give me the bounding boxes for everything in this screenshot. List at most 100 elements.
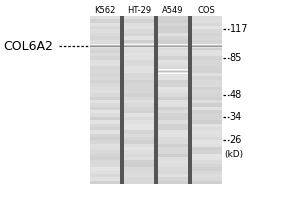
Text: 85: 85 <box>230 53 242 63</box>
Bar <box>192 144 222 147</box>
Text: HT-29: HT-29 <box>127 6 151 15</box>
Text: (kD): (kD) <box>224 150 244 159</box>
Bar <box>90 26 120 29</box>
Bar <box>158 150 188 154</box>
Bar <box>90 171 120 174</box>
Bar <box>90 80 120 83</box>
Bar <box>158 154 188 157</box>
Bar <box>124 144 154 147</box>
Bar <box>124 73 154 76</box>
Bar <box>90 174 120 177</box>
Bar <box>158 103 188 107</box>
Bar <box>90 93 120 97</box>
Bar <box>124 157 154 160</box>
Bar <box>192 66 222 70</box>
Bar <box>124 70 154 73</box>
Bar <box>90 110 120 113</box>
Bar <box>124 47 154 48</box>
Bar <box>124 26 154 29</box>
Bar <box>158 171 188 174</box>
Bar <box>192 140 222 144</box>
Bar <box>158 80 188 83</box>
Bar <box>90 103 120 107</box>
Bar <box>90 70 120 73</box>
Bar <box>158 46 188 50</box>
Bar <box>158 137 188 140</box>
Bar <box>90 90 120 93</box>
Bar <box>192 171 222 174</box>
Bar <box>192 97 222 100</box>
Bar <box>90 160 120 164</box>
Bar <box>192 53 222 56</box>
Bar <box>192 167 222 171</box>
Text: 117: 117 <box>230 24 248 34</box>
Bar <box>90 19 120 23</box>
Text: COS: COS <box>198 6 216 15</box>
Bar <box>192 45 222 46</box>
Bar <box>192 113 222 117</box>
Bar <box>90 73 120 76</box>
Bar <box>158 43 188 46</box>
Bar <box>124 46 154 47</box>
Bar <box>90 46 120 50</box>
Bar <box>90 53 120 56</box>
Bar <box>124 23 154 26</box>
Text: A549: A549 <box>162 6 184 15</box>
Text: COL6A2: COL6A2 <box>3 40 53 53</box>
Bar <box>90 36 120 40</box>
Bar <box>158 16 188 184</box>
Bar <box>90 147 120 150</box>
Bar <box>158 134 188 137</box>
Bar <box>90 16 120 184</box>
Bar <box>158 120 188 124</box>
Bar <box>192 134 222 137</box>
Bar <box>124 66 154 70</box>
Bar <box>90 47 120 48</box>
Bar <box>158 70 188 73</box>
Bar <box>192 73 222 76</box>
Bar <box>124 107 154 110</box>
Bar <box>158 33 188 36</box>
Bar <box>192 174 222 177</box>
Bar <box>158 29 188 33</box>
Bar <box>158 50 188 53</box>
Bar <box>192 46 222 47</box>
Bar <box>90 40 120 43</box>
Bar <box>158 56 188 60</box>
Bar <box>90 127 120 130</box>
Bar <box>192 124 222 127</box>
Bar <box>192 137 222 140</box>
Bar <box>158 140 188 144</box>
Bar <box>192 147 222 150</box>
Bar <box>192 40 222 43</box>
Bar <box>158 117 188 120</box>
Bar <box>192 80 222 83</box>
Bar <box>192 177 222 181</box>
Bar <box>192 160 222 164</box>
Bar <box>158 147 188 150</box>
Bar <box>120 16 124 184</box>
Bar <box>90 16 120 19</box>
Bar <box>90 45 120 46</box>
Bar <box>158 164 188 167</box>
Bar <box>192 63 222 66</box>
Bar <box>90 113 120 117</box>
Bar <box>158 71 188 72</box>
Bar <box>90 66 120 70</box>
Bar <box>158 93 188 97</box>
Bar <box>158 16 188 19</box>
Bar <box>124 76 154 80</box>
Bar <box>124 167 154 171</box>
Bar <box>90 181 120 184</box>
Bar <box>124 63 154 66</box>
Bar <box>90 23 120 26</box>
Bar <box>90 46 120 47</box>
Bar <box>158 72 188 73</box>
Bar <box>124 46 154 50</box>
Bar <box>158 26 188 29</box>
Bar <box>124 87 154 90</box>
Bar <box>158 73 188 74</box>
Bar <box>192 181 222 184</box>
Bar <box>158 36 188 40</box>
Bar <box>192 83 222 87</box>
